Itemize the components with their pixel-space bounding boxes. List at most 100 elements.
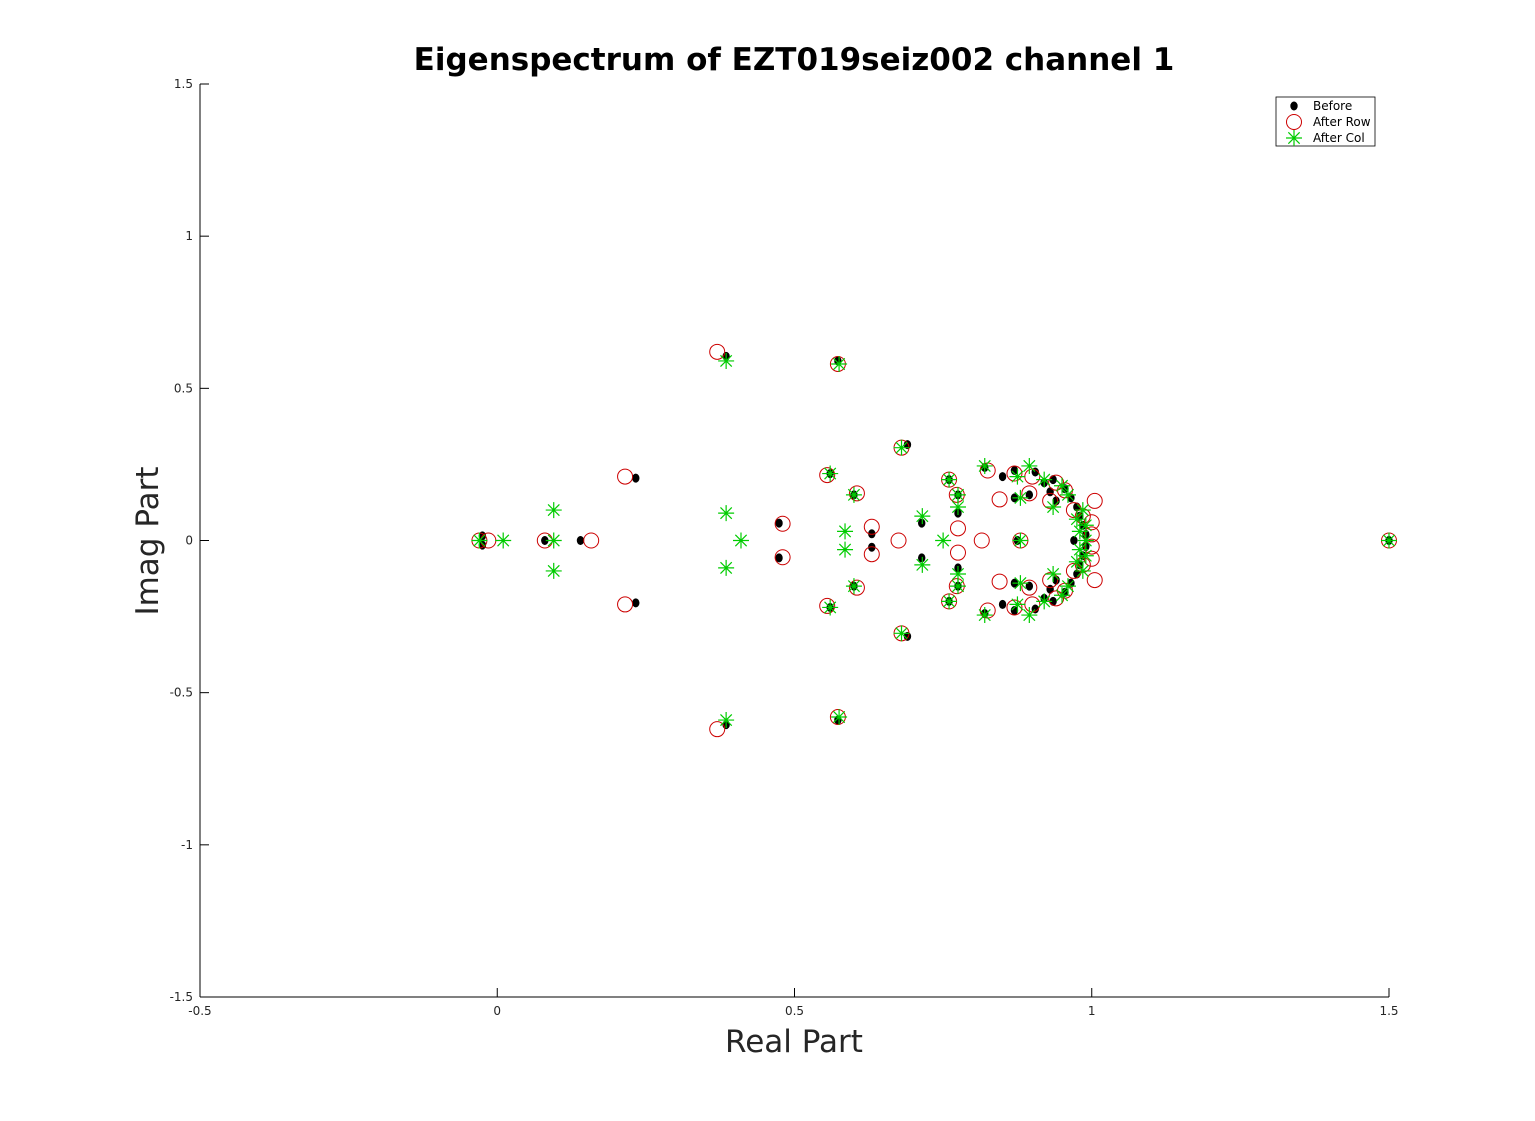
- data-point: [822, 465, 839, 482]
- legend-marker: [1286, 114, 1302, 130]
- data-point: [576, 535, 585, 545]
- data-point: [949, 578, 966, 595]
- data-point: [545, 502, 562, 519]
- data-point: [495, 532, 512, 549]
- data-point: [1009, 468, 1026, 485]
- data-point: [890, 532, 907, 549]
- data-point: [1059, 486, 1076, 503]
- data-point: [1054, 477, 1071, 494]
- data-point: [914, 556, 931, 573]
- y-tick-label: -0.5: [170, 686, 193, 700]
- data-point: [941, 471, 958, 488]
- data-point: [1068, 553, 1085, 570]
- data-point: [1074, 502, 1091, 519]
- x-tick-label: 0: [493, 1004, 501, 1018]
- data-point: [831, 709, 848, 726]
- data-point: [1021, 579, 1038, 596]
- x-tick-label: 1: [1088, 1004, 1096, 1018]
- y-tick-label: 0: [185, 534, 193, 548]
- x-axis-label: Real Part: [725, 1024, 863, 1060]
- data-point: [949, 544, 966, 561]
- data-point: [914, 508, 931, 525]
- data-point: [1074, 562, 1091, 579]
- data-point: [848, 579, 865, 596]
- legend-label: After Col: [1313, 131, 1365, 145]
- data-point: [1025, 490, 1034, 500]
- data-point: [822, 599, 839, 616]
- data-point: [831, 355, 848, 372]
- data-point: [1086, 492, 1103, 509]
- data-point: [718, 352, 735, 369]
- data-point: [1036, 471, 1053, 488]
- data-point: [1006, 599, 1023, 616]
- data-point: [632, 598, 640, 608]
- data-point: [1006, 465, 1023, 482]
- data-point: [1036, 593, 1053, 610]
- data-point: [1083, 538, 1100, 555]
- data-point: [863, 546, 880, 563]
- data-point: [1021, 485, 1038, 502]
- data-point: [976, 457, 993, 474]
- data-point: [1077, 532, 1094, 549]
- y-tick-label: -1: [181, 838, 193, 852]
- data-point: [583, 532, 600, 549]
- data-point: [775, 518, 783, 528]
- data-point: [1381, 532, 1397, 549]
- data-point: [949, 486, 966, 503]
- x-ticks: -0.5 0 0.5 1 1.5: [188, 988, 1399, 1018]
- data-point: [949, 520, 966, 537]
- data-point: [837, 523, 854, 540]
- data-point: [1083, 550, 1100, 567]
- data-point: [998, 599, 1007, 609]
- data-point: [1054, 587, 1071, 604]
- data-point: [1021, 607, 1038, 624]
- data-point: [949, 565, 966, 582]
- data-point: [1042, 492, 1059, 509]
- data-point: [1045, 565, 1062, 582]
- data-point: [1012, 532, 1029, 549]
- data-point: [718, 712, 735, 729]
- data-point: [1083, 514, 1100, 531]
- data-point: [837, 541, 854, 558]
- y-tick-label: 0.5: [174, 381, 193, 395]
- x-tick-label: 1.5: [1379, 1004, 1398, 1018]
- x-tick-label: -0.5: [188, 1004, 211, 1018]
- data-point: [774, 515, 791, 532]
- data-point: [991, 491, 1008, 508]
- y-tick-label: -1.5: [170, 990, 193, 1004]
- data-point: [718, 559, 735, 576]
- data-point: [709, 721, 726, 738]
- data-point: [1071, 541, 1088, 558]
- legend-entries: Before After Row After Col: [1286, 99, 1371, 146]
- data-point: [709, 343, 726, 360]
- legend-label: After Row: [1313, 115, 1371, 129]
- data-point: [632, 473, 640, 483]
- y-tick-label: 1.5: [174, 77, 193, 91]
- data-point: [1068, 511, 1085, 528]
- data-point: [718, 505, 735, 522]
- plot-area: [471, 343, 1397, 738]
- data-point: [617, 468, 634, 485]
- data-point: [1042, 572, 1059, 589]
- data-point: [1021, 457, 1038, 474]
- data-point: [1012, 489, 1029, 506]
- data-point: [863, 518, 880, 535]
- data-point: [545, 532, 562, 549]
- data-point: [949, 499, 966, 516]
- y-ticks: -1.5 -1 -0.5 0 0.5 1 1.5: [170, 77, 209, 1004]
- data-point: [1009, 596, 1026, 613]
- data-point: [545, 562, 562, 579]
- data-point: [1070, 535, 1078, 545]
- data-point: [845, 578, 862, 595]
- data-point: [941, 593, 958, 610]
- data-point: [998, 472, 1007, 482]
- data-point: [819, 597, 836, 614]
- data-point: [1059, 578, 1076, 595]
- data-point: [1071, 523, 1088, 540]
- data-point: [845, 486, 862, 503]
- data-point: [1045, 499, 1062, 516]
- data-point: [1077, 517, 1094, 534]
- data-point: [893, 625, 910, 642]
- data-point: [935, 532, 952, 549]
- data-point: [617, 596, 634, 613]
